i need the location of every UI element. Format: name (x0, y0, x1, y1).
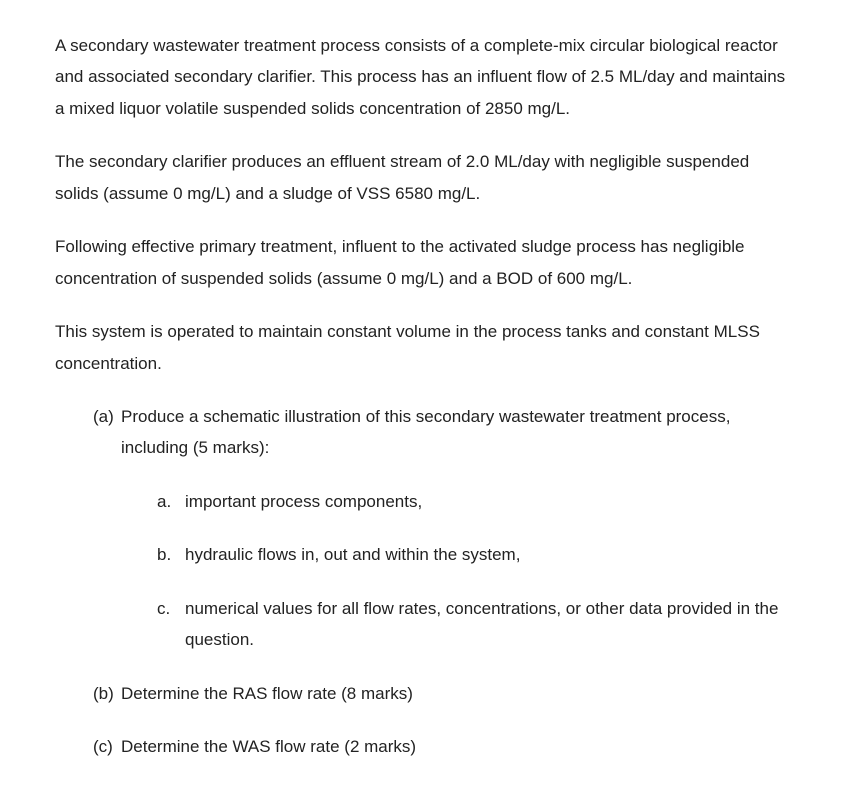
question-a-text: Produce a schematic illustration of this… (121, 401, 792, 464)
question-a-sub-b: b. hydraulic flows in, out and within th… (157, 539, 792, 570)
paragraph-1: A secondary wastewater treatment process… (55, 30, 792, 124)
question-c-label: (c) (93, 731, 121, 762)
question-a-sub-b-label: b. (157, 539, 185, 570)
question-c-text: Determine the WAS flow rate (2 marks) (121, 731, 792, 762)
question-a-sub-a-text: important process components, (185, 486, 792, 517)
question-c: (c) Determine the WAS flow rate (2 marks… (93, 731, 792, 762)
question-b-text: Determine the RAS flow rate (8 marks) (121, 678, 792, 709)
paragraph-4: This system is operated to maintain cons… (55, 316, 792, 379)
question-list: (a) Produce a schematic illustration of … (55, 401, 792, 763)
question-a-sublist: a. important process components, b. hydr… (93, 486, 792, 656)
paragraph-2: The secondary clarifier produces an effl… (55, 146, 792, 209)
question-a-label: (a) (93, 401, 121, 464)
question-a: (a) Produce a schematic illustration of … (93, 401, 792, 464)
question-a-sub-c-label: c. (157, 593, 185, 656)
question-a-sub-b-text: hydraulic flows in, out and within the s… (185, 539, 792, 570)
question-a-sub-a: a. important process components, (157, 486, 792, 517)
question-b-label: (b) (93, 678, 121, 709)
question-a-sub-c-text: numerical values for all flow rates, con… (185, 593, 792, 656)
paragraph-3: Following effective primary treatment, i… (55, 231, 792, 294)
question-a-sub-c: c. numerical values for all flow rates, … (157, 593, 792, 656)
question-a-sub-a-label: a. (157, 486, 185, 517)
question-b: (b) Determine the RAS flow rate (8 marks… (93, 678, 792, 709)
